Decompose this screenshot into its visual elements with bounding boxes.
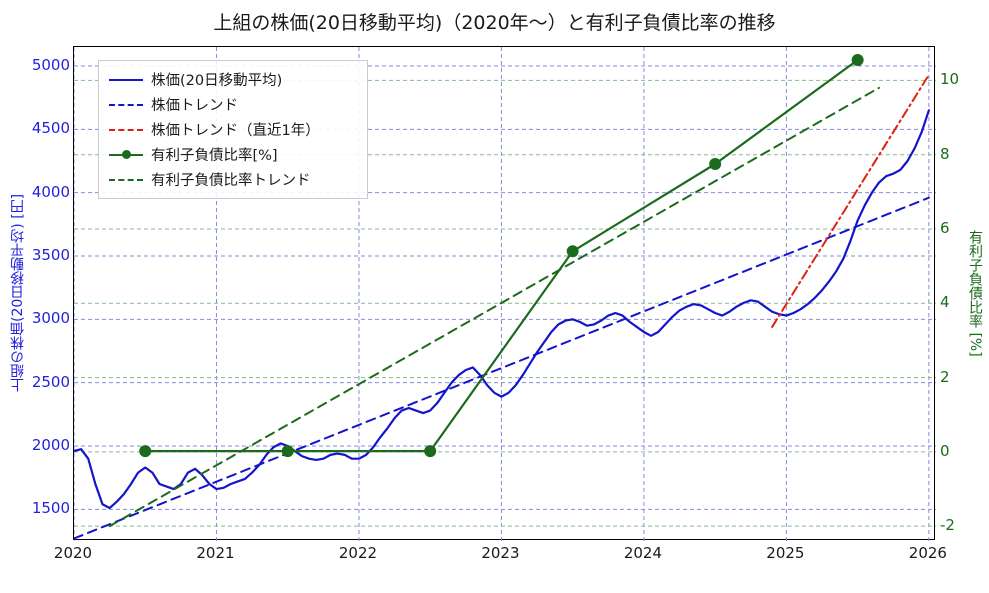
y-right-tick-10: 10 [940, 70, 980, 88]
chart-container: 上組の株価(20日移動平均)（2020年〜）と有利子負債比率の推移 上組の株価(… [0, 0, 989, 593]
y-left-tick-3000: 3000 [8, 309, 70, 327]
legend-item-2: 株価トレンド（直近1年） [109, 117, 357, 142]
y-right-tick-2: 2 [940, 368, 980, 386]
x-tick-2022: 2022 [328, 544, 388, 562]
y-right-tick-0: 0 [940, 442, 980, 460]
x-tick-2026: 2026 [898, 544, 958, 562]
x-tick-2021: 2021 [185, 544, 245, 562]
y-right-tick-4: 4 [940, 293, 980, 311]
y-right-tick-6: 6 [940, 219, 980, 237]
y-left-tick-5000: 5000 [8, 56, 70, 74]
legend-item-3: 有利子負債比率[%] [109, 142, 357, 167]
x-tick-2023: 2023 [470, 544, 530, 562]
legend-item-0: 株価(20日移動平均) [109, 67, 357, 92]
y-left-tick-4500: 4500 [8, 119, 70, 137]
y-right-tick--2: -2 [940, 516, 980, 534]
x-tick-2025: 2025 [755, 544, 815, 562]
y-left-tick-2500: 2500 [8, 373, 70, 391]
y-left-tick-2000: 2000 [8, 436, 70, 454]
legend-item-4: 有利子負債比率トレンド [109, 167, 357, 192]
x-tick-2024: 2024 [613, 544, 673, 562]
y-left-tick-4000: 4000 [8, 183, 70, 201]
chart-title: 上組の株価(20日移動平均)（2020年〜）と有利子負債比率の推移 [0, 8, 989, 35]
x-tick-2020: 2020 [43, 544, 103, 562]
y-left-tick-3500: 3500 [8, 246, 70, 264]
legend-box: 株価(20日移動平均) 株価トレンド 株価トレンド（直近1年） 有利子負債比率[… [98, 60, 368, 199]
y-left-tick-1500: 1500 [8, 499, 70, 517]
legend-item-1: 株価トレンド [109, 92, 357, 117]
y-right-tick-8: 8 [940, 145, 980, 163]
